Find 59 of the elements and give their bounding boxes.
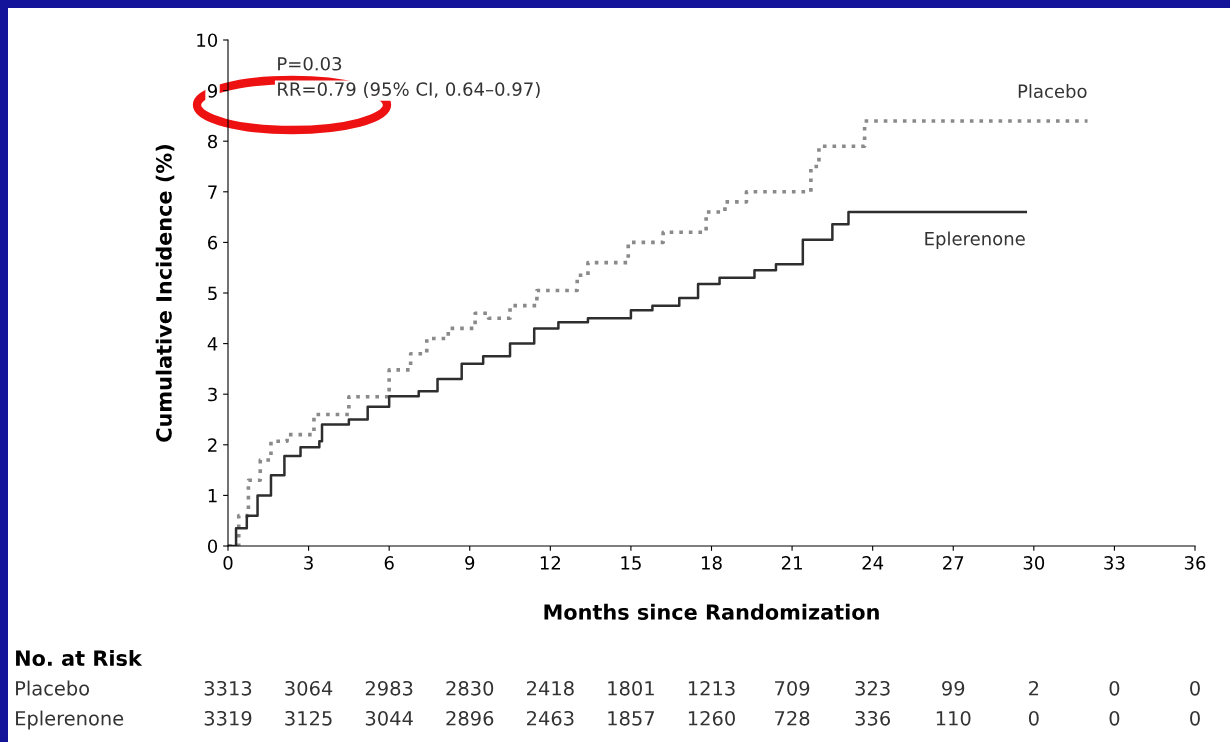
x-tick-label: 21 bbox=[781, 556, 802, 570]
y-tick-label: 9 bbox=[207, 84, 218, 98]
text: 3319 bbox=[204, 710, 252, 726]
y-tick-label: 0 bbox=[207, 539, 218, 554]
annotation: RR=0.79 (95% CI, 0.64–0.97) bbox=[278, 81, 540, 99]
text: 3064 bbox=[285, 680, 333, 696]
text: 728 bbox=[775, 710, 810, 726]
text: Placebo bbox=[16, 680, 90, 696]
text: 1260 bbox=[688, 710, 735, 726]
series-label: Eplerenone bbox=[925, 231, 1025, 249]
series-label: Placebo bbox=[1018, 84, 1087, 99]
x-tick-label: 3 bbox=[304, 556, 313, 570]
text: 2830 bbox=[446, 680, 494, 696]
text: No. at Risk bbox=[16, 649, 143, 667]
text: 323 bbox=[855, 680, 890, 696]
y-tick-label: 7 bbox=[208, 185, 217, 199]
text: 1857 bbox=[608, 710, 654, 726]
x-tick-label: 33 bbox=[1104, 556, 1125, 570]
text: 2896 bbox=[446, 710, 494, 726]
x-tick-label: 15 bbox=[621, 556, 641, 570]
x-tick-label: 30 bbox=[1023, 556, 1045, 570]
text: 1801 bbox=[608, 680, 654, 696]
x-tick-label: 12 bbox=[540, 556, 561, 570]
x-tick-label: 9 bbox=[465, 556, 475, 570]
y-tick-label: 2 bbox=[208, 438, 217, 452]
text: 0 bbox=[1028, 710, 1039, 726]
text: 0 bbox=[1190, 710, 1200, 726]
text: 0 bbox=[1109, 710, 1120, 726]
text: 3125 bbox=[285, 710, 332, 726]
text: 0 bbox=[1109, 680, 1120, 696]
text: 3313 bbox=[204, 680, 252, 696]
text: 0 bbox=[1190, 680, 1200, 696]
text: 709 bbox=[775, 680, 810, 696]
text: 2983 bbox=[365, 680, 413, 696]
y-axis-title: Cumulative Incidence (%) bbox=[155, 145, 175, 442]
y-tick-label: 3 bbox=[208, 387, 217, 402]
x-tick-label: 27 bbox=[943, 556, 964, 570]
x-tick-label: 6 bbox=[384, 556, 394, 570]
text: 99 bbox=[942, 680, 965, 696]
x-tick-label: 36 bbox=[1184, 556, 1206, 570]
x-tick-label: 0 bbox=[223, 556, 233, 570]
y-tick-label: 6 bbox=[208, 235, 218, 250]
text: 2463 bbox=[527, 710, 574, 726]
y-tick-label: 1 bbox=[208, 489, 217, 503]
text: 336 bbox=[855, 710, 890, 726]
text: Eplerenone bbox=[16, 710, 124, 730]
text: 3044 bbox=[365, 710, 413, 726]
y-tick-label: 10 bbox=[197, 33, 218, 48]
y-tick-label: 4 bbox=[207, 337, 218, 351]
text: 1213 bbox=[688, 680, 735, 696]
x-tick-label: 18 bbox=[702, 556, 722, 570]
x-tick-label: 24 bbox=[862, 556, 884, 570]
text: 110 bbox=[936, 710, 971, 726]
y-tick-label: 8 bbox=[208, 134, 218, 149]
y-tick-label: 5 bbox=[208, 286, 217, 301]
x-axis-title: Months since Randomization bbox=[544, 603, 879, 620]
text: 2 bbox=[1029, 680, 1039, 696]
text: 2418 bbox=[527, 680, 574, 696]
annotation: P=0.03 bbox=[278, 56, 342, 71]
